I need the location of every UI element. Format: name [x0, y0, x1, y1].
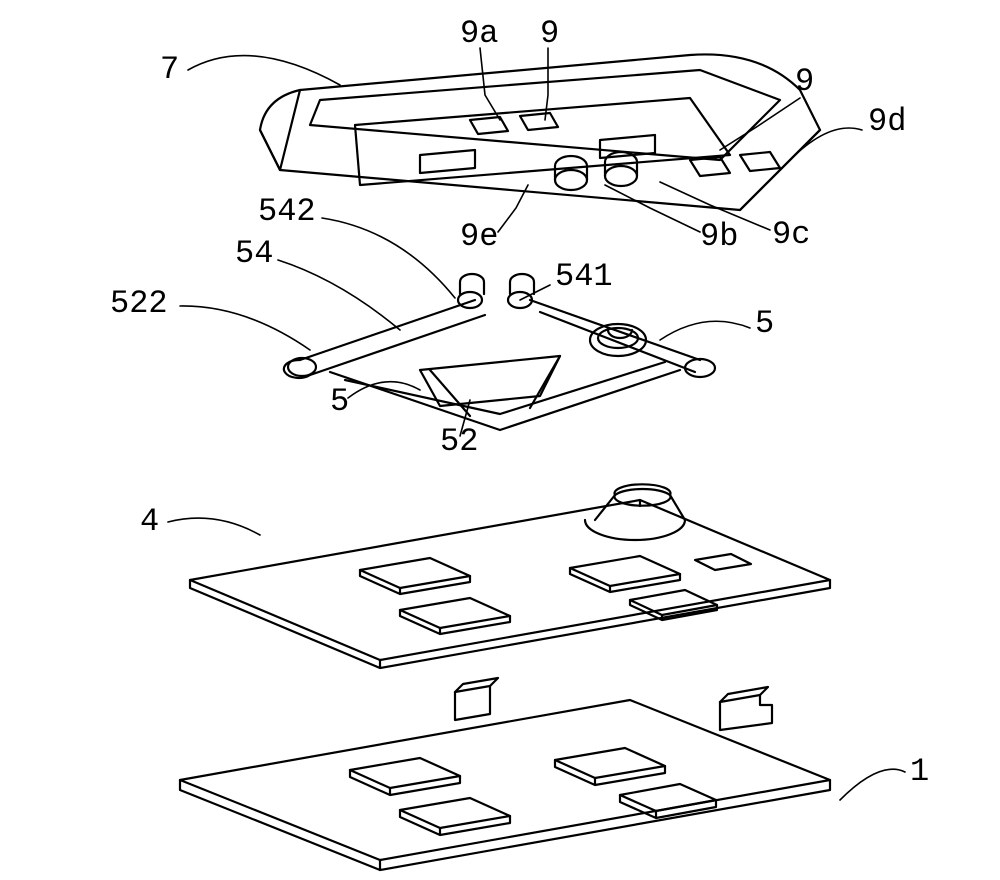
leader-L5_r [660, 321, 750, 340]
label-L5_r: 5 [755, 305, 774, 342]
label-L1: 1 [910, 753, 929, 790]
leader-L7 [188, 56, 340, 85]
leader-L54 [278, 260, 400, 330]
part-1-base [180, 678, 830, 870]
label-L52: 52 [440, 423, 478, 460]
label-L9b: 9b [700, 218, 738, 255]
label-L9e: 9e [460, 218, 498, 255]
leader-L1 [840, 769, 905, 800]
label-L541: 541 [555, 258, 613, 295]
leader-L522 [180, 306, 310, 350]
leader-L4 [168, 518, 260, 535]
leader-L9a [480, 48, 500, 120]
label-L7: 7 [160, 51, 179, 88]
leader-L9b [605, 185, 700, 232]
label-L5_l: 5 [330, 383, 349, 420]
callout-labels: 7 9a 9 9 9d 9e 9b 9c 542 54 522 541 5 5 52 4 1 [110, 15, 929, 790]
part-7-top-cap [260, 54, 820, 210]
label-L9a: 9a [460, 15, 498, 52]
label-L4: 4 [140, 503, 159, 540]
label-L9c: 9c [772, 216, 810, 253]
part-4-plate [190, 484, 830, 668]
leader-lines [168, 48, 905, 800]
leader-L542 [322, 218, 455, 298]
label-L54: 54 [235, 235, 273, 272]
leader-L9_r [720, 98, 800, 150]
label-L9_r: 9 [795, 63, 814, 100]
leader-L9d [790, 128, 862, 160]
leader-L9e [498, 185, 528, 232]
label-L9d: 9d [868, 103, 906, 140]
label-L542: 542 [258, 193, 316, 230]
label-L522: 522 [110, 285, 168, 322]
technical-drawing: 7 9a 9 9 9d 9e 9b 9c 542 54 522 541 5 5 52 4 1 [0, 0, 1000, 880]
label-L9_t: 9 [540, 15, 559, 52]
